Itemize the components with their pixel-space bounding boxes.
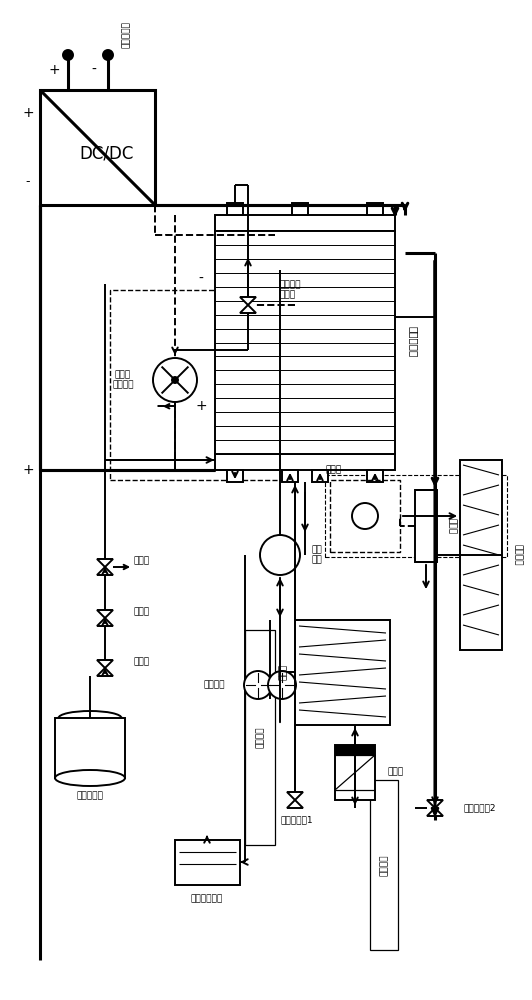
Polygon shape (287, 800, 303, 808)
Text: 空压机: 空压机 (387, 768, 403, 776)
Bar (175, 840, 240, 885)
Circle shape (268, 671, 296, 699)
Text: 空气系统: 空气系统 (379, 854, 388, 876)
Bar (367, 203, 383, 215)
Bar (367, 470, 383, 482)
Polygon shape (240, 297, 256, 305)
Polygon shape (97, 567, 113, 575)
Text: 电子
水泵: 电子 水泵 (312, 545, 323, 565)
Bar (330, 480, 400, 552)
Bar (110, 290, 295, 480)
Bar (335, 745, 375, 800)
Bar (282, 470, 298, 482)
Bar (295, 620, 390, 725)
Text: -: - (92, 63, 96, 77)
Bar (215, 454, 395, 470)
Text: -: - (165, 229, 169, 241)
Text: +: + (48, 63, 60, 77)
Bar (55, 718, 125, 778)
Bar (325, 475, 507, 557)
Bar (245, 630, 275, 845)
Text: 增湿器: 增湿器 (325, 466, 341, 475)
Ellipse shape (55, 770, 125, 786)
Bar (312, 470, 328, 482)
Circle shape (260, 535, 300, 575)
Bar (227, 470, 243, 482)
Bar (215, 215, 395, 231)
Circle shape (103, 50, 113, 60)
Text: 氢气尾排
电磁阀: 氢气尾排 电磁阀 (280, 280, 302, 300)
Bar (415, 490, 437, 562)
Text: 散热风扇: 散热风扇 (204, 680, 225, 690)
Text: +: + (195, 399, 207, 413)
Text: 流量控制阀1: 流量控制阀1 (281, 816, 313, 824)
Polygon shape (97, 618, 113, 626)
Text: 高压氢气瓶: 高压氢气瓶 (77, 792, 103, 800)
Text: 输出到负载: 输出到负载 (121, 22, 130, 48)
Bar (215, 231, 395, 454)
Text: DC/DC: DC/DC (79, 144, 134, 162)
Text: 冷凝器: 冷凝器 (447, 518, 456, 534)
Circle shape (63, 50, 73, 60)
Text: 散热器: 散热器 (278, 664, 287, 680)
Bar (40, 90, 155, 205)
Bar (292, 203, 308, 215)
Bar (335, 745, 375, 755)
Bar (460, 460, 502, 650)
Polygon shape (97, 660, 113, 668)
Text: +: + (22, 463, 34, 477)
Text: 电磁阀: 电磁阀 (133, 658, 149, 666)
Text: 氢气再
循环装置: 氢气再 循环装置 (112, 370, 134, 390)
Text: 电磁阀: 电磁阀 (133, 556, 149, 566)
Polygon shape (427, 800, 443, 808)
Polygon shape (240, 305, 256, 313)
Circle shape (153, 358, 197, 402)
Text: 冷却补给水箱: 冷却补给水箱 (191, 894, 223, 904)
Circle shape (352, 503, 378, 529)
Polygon shape (97, 610, 113, 618)
Circle shape (244, 671, 272, 699)
Bar (370, 780, 398, 950)
Circle shape (172, 377, 178, 383)
Text: 冷却系统: 冷却系统 (255, 726, 264, 748)
Bar (227, 203, 243, 215)
Polygon shape (287, 792, 303, 800)
Polygon shape (97, 668, 113, 676)
Text: 减压阀: 减压阀 (133, 607, 149, 616)
Text: -: - (165, 229, 169, 241)
Polygon shape (97, 559, 113, 567)
Polygon shape (427, 808, 443, 816)
Text: 燃料电池堆: 燃料电池堆 (408, 326, 418, 358)
Text: 流量控制阀2: 流量控制阀2 (463, 804, 495, 812)
Text: -: - (26, 176, 30, 188)
Text: 增湿系统: 增湿系统 (513, 544, 522, 566)
Text: +: + (22, 106, 34, 120)
Text: -: - (198, 272, 203, 286)
